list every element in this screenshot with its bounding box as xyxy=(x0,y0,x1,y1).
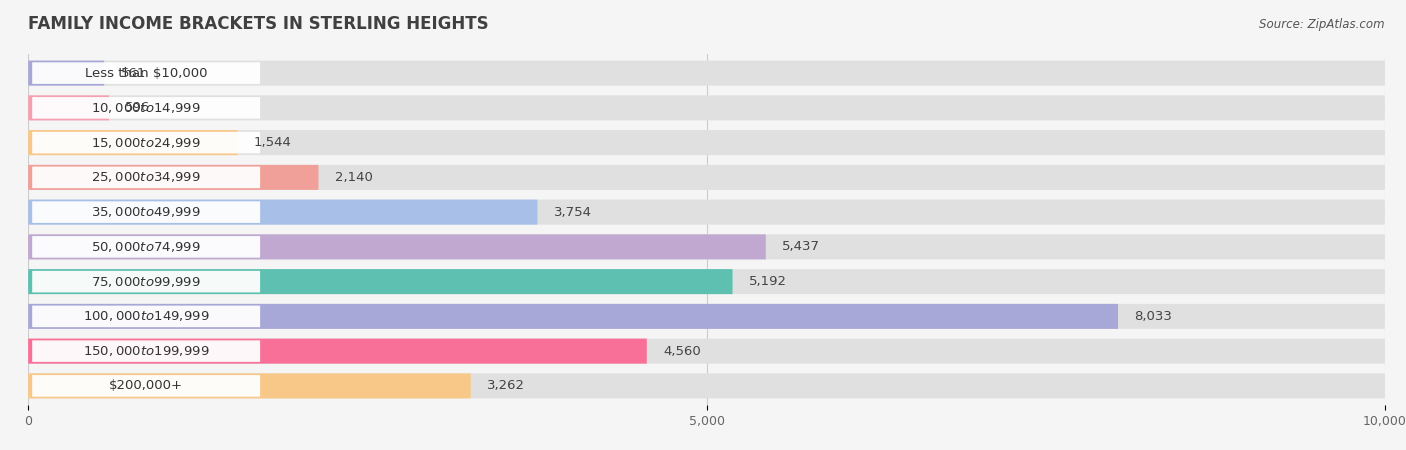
Text: 1,544: 1,544 xyxy=(254,136,292,149)
FancyBboxPatch shape xyxy=(28,234,1385,259)
FancyBboxPatch shape xyxy=(28,304,1118,329)
FancyBboxPatch shape xyxy=(32,201,260,223)
FancyBboxPatch shape xyxy=(28,61,1385,86)
FancyBboxPatch shape xyxy=(32,132,260,153)
FancyBboxPatch shape xyxy=(32,375,260,396)
FancyBboxPatch shape xyxy=(28,269,1385,294)
FancyBboxPatch shape xyxy=(32,271,260,292)
FancyBboxPatch shape xyxy=(28,95,110,121)
FancyBboxPatch shape xyxy=(28,165,1385,190)
FancyBboxPatch shape xyxy=(32,63,260,84)
Text: $75,000 to $99,999: $75,000 to $99,999 xyxy=(91,274,201,288)
Text: 3,754: 3,754 xyxy=(554,206,592,219)
Text: 5,437: 5,437 xyxy=(782,240,820,253)
Text: FAMILY INCOME BRACKETS IN STERLING HEIGHTS: FAMILY INCOME BRACKETS IN STERLING HEIGH… xyxy=(28,15,489,33)
FancyBboxPatch shape xyxy=(28,304,1385,329)
FancyBboxPatch shape xyxy=(28,269,733,294)
Text: $150,000 to $199,999: $150,000 to $199,999 xyxy=(83,344,209,358)
FancyBboxPatch shape xyxy=(28,95,1385,121)
FancyBboxPatch shape xyxy=(32,166,260,188)
FancyBboxPatch shape xyxy=(28,338,1385,364)
Text: 596: 596 xyxy=(125,101,150,114)
FancyBboxPatch shape xyxy=(32,236,260,258)
Text: Source: ZipAtlas.com: Source: ZipAtlas.com xyxy=(1260,18,1385,31)
FancyBboxPatch shape xyxy=(28,130,1385,155)
Text: $10,000 to $14,999: $10,000 to $14,999 xyxy=(91,101,201,115)
Text: 3,262: 3,262 xyxy=(486,379,524,392)
Text: $200,000+: $200,000+ xyxy=(110,379,183,392)
FancyBboxPatch shape xyxy=(32,97,260,119)
FancyBboxPatch shape xyxy=(32,340,260,362)
Text: $25,000 to $34,999: $25,000 to $34,999 xyxy=(91,171,201,184)
FancyBboxPatch shape xyxy=(28,374,471,398)
Text: $15,000 to $24,999: $15,000 to $24,999 xyxy=(91,135,201,149)
FancyBboxPatch shape xyxy=(28,130,238,155)
FancyBboxPatch shape xyxy=(28,200,537,225)
FancyBboxPatch shape xyxy=(32,306,260,327)
FancyBboxPatch shape xyxy=(28,200,1385,225)
Text: $50,000 to $74,999: $50,000 to $74,999 xyxy=(91,240,201,254)
Text: Less than $10,000: Less than $10,000 xyxy=(84,67,208,80)
Text: 4,560: 4,560 xyxy=(664,345,700,358)
FancyBboxPatch shape xyxy=(28,234,766,259)
FancyBboxPatch shape xyxy=(28,338,647,364)
Text: $35,000 to $49,999: $35,000 to $49,999 xyxy=(91,205,201,219)
Text: $100,000 to $149,999: $100,000 to $149,999 xyxy=(83,310,209,324)
Text: 5,192: 5,192 xyxy=(749,275,787,288)
Text: 2,140: 2,140 xyxy=(335,171,373,184)
FancyBboxPatch shape xyxy=(28,165,319,190)
FancyBboxPatch shape xyxy=(28,374,1385,398)
Text: 8,033: 8,033 xyxy=(1135,310,1173,323)
FancyBboxPatch shape xyxy=(28,61,104,86)
Text: 561: 561 xyxy=(121,67,146,80)
